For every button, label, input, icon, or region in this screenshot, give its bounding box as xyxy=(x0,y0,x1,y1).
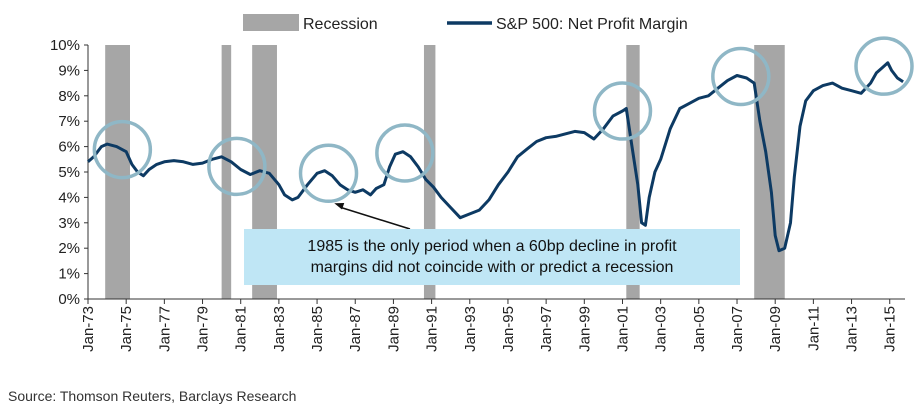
x-tick-label: Jan-93 xyxy=(462,306,479,352)
x-tick-label: Jan-05 xyxy=(691,306,708,352)
x-tick-label: Jan-79 xyxy=(195,306,212,352)
x-tick-label: Jan-95 xyxy=(500,306,517,352)
annotation-line-1: 1985 is the only period when a 60bp decl… xyxy=(307,238,677,255)
x-tick-label: Jan-09 xyxy=(767,306,784,352)
y-tick-label: 10% xyxy=(50,37,80,54)
chart-canvas: 0% 1% 2% 3% 4% 5% 6% 7% 8% 9% 10% Jan-73 Jan-75 Jan-7… xyxy=(50,14,914,352)
source-note: Source: Thomson Reuters, Barclays Resear… xyxy=(8,388,297,404)
series-layer xyxy=(87,61,904,253)
recession-band xyxy=(221,45,232,299)
legend-recession-swatch xyxy=(243,14,299,31)
x-tick-label: Jan-11 xyxy=(805,306,822,351)
y-tick-label: 1% xyxy=(58,266,80,283)
arrow-line xyxy=(340,206,411,230)
y-tick-label: 9% xyxy=(58,62,80,79)
annotation-callout: 1985 is the only period when a 60bp decl… xyxy=(244,229,740,285)
x-tick-label: Jan-91 xyxy=(424,306,441,352)
x-tick-label: Jan-83 xyxy=(271,306,288,352)
y-tick-label: 8% xyxy=(58,88,80,105)
highlight-circle xyxy=(375,123,435,183)
legend: Recession S&P 500: Net Profit Margin xyxy=(243,14,688,33)
x-tick-label: Jan-89 xyxy=(385,306,402,352)
highlight-circle xyxy=(207,136,267,197)
x-tick-label: Jan-73 xyxy=(80,306,97,352)
y-tick-label: 0% xyxy=(58,291,80,308)
highlight-circle xyxy=(711,46,771,107)
highlight-circles xyxy=(92,36,914,204)
legend-series-label: S&P 500: Net Profit Margin xyxy=(496,16,688,33)
recession-band xyxy=(423,45,436,299)
x-tick-label: Jan-15 xyxy=(882,306,899,352)
y-tick-label: 3% xyxy=(58,215,80,232)
recession-band xyxy=(105,45,130,299)
x-tick-label: Jan-99 xyxy=(576,306,593,352)
x-tick-label: Jan-03 xyxy=(653,306,670,352)
x-tick-label: Jan-81 xyxy=(233,306,250,352)
x-tick-label: Jan-13 xyxy=(844,306,861,352)
x-tick-label: Jan-87 xyxy=(347,306,364,352)
y-tick-label: 6% xyxy=(58,139,80,156)
highlight-circle xyxy=(592,81,653,141)
axes: 0% 1% 2% 3% 4% 5% 6% 7% 8% 9% 10% Jan-73 Jan-75 Jan-7… xyxy=(50,37,905,352)
series-line xyxy=(87,61,904,253)
legend-recession-label: Recession xyxy=(303,16,378,33)
highlight-circle xyxy=(298,143,359,204)
y-tick-label: 7% xyxy=(58,113,80,130)
x-tick-label: Jan-77 xyxy=(156,306,173,352)
y-tick-label: 4% xyxy=(58,189,80,206)
y-tick-label: 2% xyxy=(58,240,80,257)
y-tick-label: 5% xyxy=(58,164,80,181)
arrow-head xyxy=(334,203,345,210)
x-tick-label: Jan-07 xyxy=(729,306,746,352)
annotation-arrow xyxy=(334,203,411,230)
highlight-circle xyxy=(854,36,914,96)
annotation-line-2: margins did not coincide with or predict… xyxy=(310,259,674,276)
x-tick-label: Jan-75 xyxy=(118,306,135,352)
x-tick-label: Jan-01 xyxy=(614,306,631,352)
highlight-circle xyxy=(92,119,153,180)
x-tick-label: Jan-85 xyxy=(309,306,326,352)
x-tick-label: Jan-97 xyxy=(538,306,555,352)
